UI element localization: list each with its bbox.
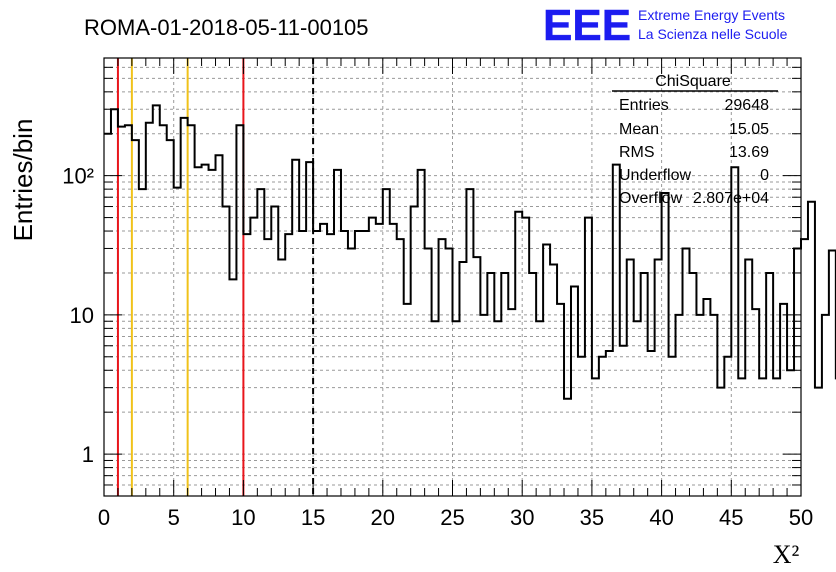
stats-label-overflow: Overflow xyxy=(619,190,683,207)
x-tick-labels: 0 5 10 15 20 25 30 35 40 45 50 xyxy=(98,505,813,530)
x-tick-label: 30 xyxy=(510,505,534,530)
x-tick-label: 50 xyxy=(789,505,813,530)
stats-value-rms: 13.69 xyxy=(729,144,769,161)
stats-label-underflow: Underflow xyxy=(619,167,691,184)
y-tick-label: 1 xyxy=(82,442,94,467)
x-tick-label: 0 xyxy=(98,505,110,530)
logo-line-1: Extreme Energy Events xyxy=(638,7,785,23)
x-tick-label: 20 xyxy=(371,505,395,530)
stats-value-underflow: 0 xyxy=(760,167,769,184)
x-tick-label: 40 xyxy=(649,505,673,530)
x-tick-label: 45 xyxy=(719,505,743,530)
stats-value-entries: 29648 xyxy=(725,97,770,114)
stats-title: ChiSquare xyxy=(655,73,731,90)
plot-frame xyxy=(103,57,802,497)
y-axis-label: Entries/bin xyxy=(8,119,38,242)
eee-logo: EEE Extreme Energy Events La Scienza nel… xyxy=(543,1,788,51)
stats-value-mean: 15.05 xyxy=(729,121,769,138)
stats-label-rms: RMS xyxy=(619,144,655,161)
x-axis-label: X² xyxy=(773,540,800,569)
histogram-outline xyxy=(104,104,836,400)
eee-logo-mark: EEE xyxy=(543,1,631,50)
stats-box: ChiSquare Entries 29648 Mean 15.05 RMS 1… xyxy=(612,73,778,207)
x-tick-label: 15 xyxy=(301,505,325,530)
stats-value-overflow: 2.807e+04 xyxy=(693,190,769,207)
y-tick-label: 10² xyxy=(62,164,94,189)
x-tick-label: 5 xyxy=(168,505,180,530)
logo-line-2: La Scienza nelle Scuole xyxy=(638,26,788,42)
stats-label-mean: Mean xyxy=(619,121,659,138)
x-tick-label: 25 xyxy=(440,505,464,530)
x-tick-label: 35 xyxy=(580,505,604,530)
chart-title: ROMA-01-2018-05-11-00105 xyxy=(84,15,369,40)
y-tick-labels: 1 10 10² xyxy=(62,164,94,467)
stats-label-entries: Entries xyxy=(619,97,669,114)
y-tick-label: 10 xyxy=(70,303,94,328)
x-tick-label: 10 xyxy=(231,505,255,530)
